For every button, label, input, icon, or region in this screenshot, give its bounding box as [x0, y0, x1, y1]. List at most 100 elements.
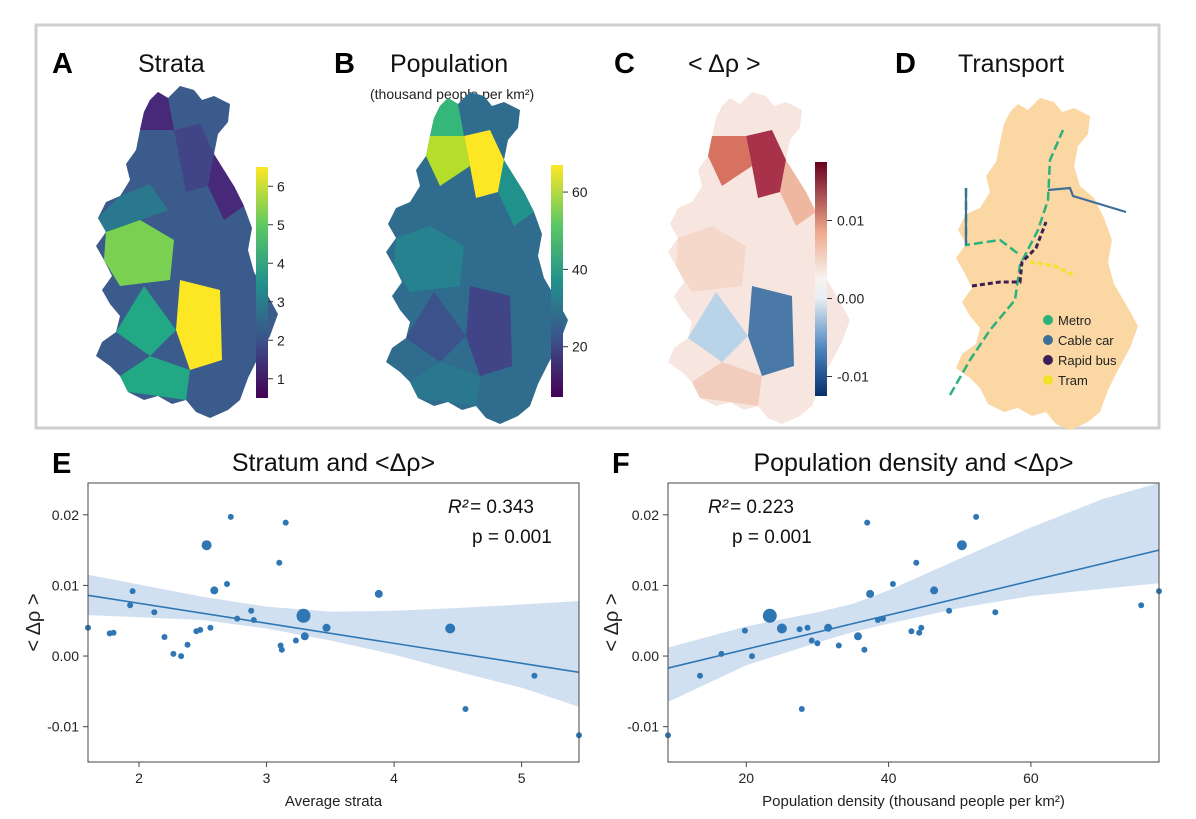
data-point — [918, 624, 925, 631]
data-point — [866, 589, 875, 598]
data-point — [234, 615, 241, 622]
colorbar-tick-label: 6 — [277, 178, 285, 194]
legend-label: Tram — [1058, 373, 1088, 388]
data-point — [224, 581, 230, 587]
data-point — [762, 608, 777, 623]
x-tick-label: 2 — [135, 770, 143, 786]
colorbar-tick-label: 1 — [277, 371, 285, 387]
x-tick-label: 20 — [738, 770, 754, 786]
data-point — [151, 609, 158, 616]
data-point — [278, 646, 285, 653]
r-squared-value: = 0.343 — [470, 497, 534, 518]
data-point — [227, 513, 234, 520]
colorbar-tick-label: 5 — [277, 217, 285, 233]
data-point — [992, 609, 999, 616]
map-d: D Transport Metro Cable car Rapid bus Tram — [895, 48, 1138, 430]
data-point — [462, 706, 469, 712]
y-tick-label: -0.01 — [627, 719, 659, 735]
colorbar-tick-label: 40 — [572, 261, 588, 277]
panel-letter-f: F — [612, 448, 630, 480]
map-b: B Population (thousand people per km²) 2… — [334, 48, 588, 424]
p-value-label: p = 0.001 — [732, 527, 812, 548]
map-a-city — [96, 86, 278, 418]
colorbar-tick-label: 20 — [572, 339, 588, 355]
data-point — [741, 627, 748, 634]
strata-colorbar — [256, 167, 268, 398]
r-squared-symbol: R² — [448, 497, 469, 518]
y-axis-label: < Δρ > — [23, 593, 45, 651]
legend-label: Rapid bus — [1058, 353, 1117, 368]
x-tick-label: 3 — [263, 770, 271, 786]
colorbar-tick-label: 60 — [572, 184, 588, 200]
data-point — [946, 607, 953, 614]
data-point — [292, 637, 299, 644]
data-point — [956, 540, 967, 551]
colorbar-tick-label: 2 — [277, 332, 285, 348]
data-point — [808, 637, 815, 644]
data-point — [170, 650, 177, 657]
colorbar-tick-label: 3 — [277, 294, 285, 310]
data-point — [916, 629, 923, 636]
data-point — [531, 672, 538, 679]
data-point — [445, 623, 456, 634]
map-panel-border — [34, 23, 1161, 430]
map-d-title: Transport — [958, 50, 1064, 78]
data-point — [161, 634, 168, 640]
r-squared-value: = 0.223 — [730, 497, 794, 518]
data-point — [697, 672, 703, 679]
data-point — [110, 629, 117, 636]
y-axis-label: < Δρ > — [601, 593, 623, 651]
data-point — [374, 589, 383, 598]
data-point — [201, 540, 212, 551]
data-point — [248, 607, 255, 614]
population-colorbar-ticks: 20 40 60 — [563, 184, 588, 355]
x-tick-label: 5 — [518, 770, 526, 786]
data-point — [814, 640, 821, 647]
map-b-subtitle: (thousand people per km²) — [370, 86, 534, 102]
tram-line — [1029, 260, 1076, 278]
data-point — [197, 626, 204, 633]
population-colorbar — [551, 165, 563, 397]
scatter-chart-f: F Population density and <Δρ> -0.01 0.00 0.0… — [601, 448, 1162, 810]
x-axis-label: Population density (thousand people per … — [762, 793, 1065, 810]
data-point — [854, 632, 862, 641]
data-point — [804, 624, 811, 631]
data-point — [127, 602, 134, 609]
colorbar-tick-label: 0.01 — [837, 213, 864, 229]
y-tick-label: 0.01 — [632, 577, 659, 593]
data-point — [296, 608, 311, 623]
confidence-band — [88, 574, 579, 707]
panel-letter-e: E — [52, 448, 71, 480]
r-squared-label: R² = 0.223 — [708, 497, 794, 518]
delta-rho-colorbar — [815, 162, 827, 396]
data-point — [864, 519, 871, 526]
scatter-chart-e: E Stratum and <Δρ> -0.01 0.00 0.01 0.02 2 3 4 5 Av… — [23, 448, 582, 810]
regression-line — [87, 594, 580, 674]
r-squared-label: R² = 0.343 — [448, 497, 534, 518]
map-b-title: Population — [390, 50, 508, 78]
data-point — [874, 617, 881, 623]
data-point — [824, 623, 833, 632]
data-point — [210, 586, 219, 595]
x-tick-label: 60 — [1023, 770, 1039, 786]
x-tick-label: 40 — [881, 770, 897, 786]
map-a: A Strata 1 2 3 4 5 6 — [52, 48, 285, 418]
data-point — [300, 632, 309, 641]
map-c-city — [668, 92, 850, 424]
colorbar-tick-label: 0.00 — [837, 291, 864, 307]
data-point — [178, 653, 185, 660]
x-axis-label: Average strata — [285, 793, 383, 810]
y-tick-label: 0.02 — [52, 507, 79, 523]
data-point — [913, 559, 920, 566]
data-point — [749, 653, 755, 660]
r-squared-symbol: R² — [708, 497, 729, 518]
data-point — [908, 628, 915, 635]
y-tick-label: 0.01 — [52, 577, 79, 593]
y-tick-label: 0.02 — [632, 507, 659, 523]
map-a-title: Strata — [138, 50, 205, 78]
data-point — [184, 641, 191, 648]
legend-label: Metro — [1058, 313, 1091, 328]
data-point — [776, 623, 787, 634]
map-b-city — [386, 92, 568, 424]
y-tick-label: -0.01 — [47, 719, 79, 735]
